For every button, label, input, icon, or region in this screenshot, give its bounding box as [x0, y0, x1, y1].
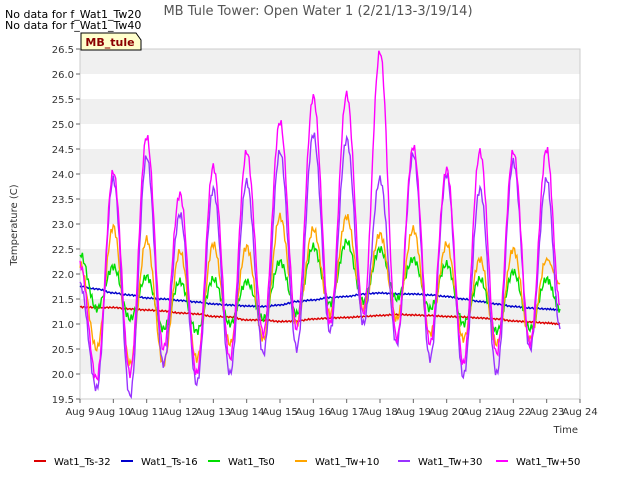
y-tick-label: 19.5 [52, 395, 74, 406]
x-tick-label: Aug 12 [162, 407, 197, 418]
y-tick-label: 21.5 [52, 295, 74, 306]
grid-band [80, 74, 580, 99]
grid-band [80, 374, 580, 399]
badge-shape [80, 32, 142, 51]
badge-label: MB_tule [85, 36, 134, 49]
no-data-note-1: No data for f_Wat1_Tw20 [5, 8, 142, 21]
y-tick-label: 20.0 [52, 370, 74, 381]
y-tick-label: 26.5 [52, 45, 74, 56]
x-tick-label: Aug 18 [362, 407, 397, 418]
grid-band [80, 99, 580, 124]
legend-label: Wat1_Ts-16 [141, 457, 198, 468]
x-tick-label: Aug 22 [496, 407, 531, 418]
series-line-wat1-ts-32 [79, 305, 561, 326]
x-tick-label: Aug 15 [262, 407, 297, 418]
grid-band [80, 174, 580, 199]
x-tick-label: Aug 23 [529, 407, 564, 418]
x-tick-label: Aug 20 [429, 407, 464, 418]
station-badge: MB_tule [80, 32, 142, 51]
legend: Wat1_Ts-32 Wat1_Ts-16 Wat1_Ts0 Wat1_Tw+10 Wa… [34, 457, 580, 468]
y-tick-label: 24.0 [52, 170, 74, 181]
chart-title: MB Tule Tower: Open Water 1 (2/21/13-3/1… [163, 4, 472, 19]
no-data-note-2: No data for f_Wat1_Tw40 [5, 19, 142, 32]
x-tick-label: Aug 13 [196, 407, 231, 418]
y-tick-label: 24.5 [52, 145, 74, 156]
grid-band [80, 249, 580, 274]
y-tick-label: 25.5 [52, 95, 74, 106]
y-tick-label: 21.0 [52, 320, 74, 331]
x-tick-label: Aug 10 [96, 407, 131, 418]
y-tick-label: 26.0 [52, 70, 74, 81]
x-axis-label: Time [553, 425, 578, 436]
grid-band [80, 274, 580, 299]
series-line-wat1-tw-30 [79, 132, 561, 400]
x-tick-label: Aug 9 [65, 407, 94, 418]
legend-label: Wat1_Tw+30 [418, 457, 482, 468]
legend-label: Wat1_Ts-32 [54, 457, 111, 468]
legend-label: Wat1_Ts0 [228, 457, 275, 468]
grid-band [80, 149, 580, 174]
grid-band [80, 224, 580, 249]
y-tick-label: 25.0 [52, 120, 74, 131]
grid-band [80, 49, 580, 74]
y-tick-label: 20.5 [52, 345, 74, 356]
grid-band [80, 349, 580, 374]
grid-band [80, 124, 580, 149]
y-tick-label: 23.0 [52, 220, 74, 231]
x-tick-label: Aug 19 [396, 407, 431, 418]
grid-band [80, 324, 580, 349]
y-axis-label: Temperature (C) [9, 184, 20, 266]
y-tick-label: 22.5 [52, 245, 74, 256]
y-axis: 19.5 20.0 20.5 21.0 21.5 22.0 22.5 23.0 23.5 24.0… [52, 45, 80, 406]
series-line-wat1-tw-10 [79, 212, 561, 367]
series-line-wat1-ts0 [79, 238, 561, 336]
grid-band [80, 199, 580, 224]
series-line-wat1-ts-16 [79, 285, 561, 312]
x-tick-label: Aug 21 [462, 407, 497, 418]
x-tick-label: Aug 16 [296, 407, 331, 418]
legend-label: Wat1_Tw+50 [516, 457, 580, 468]
series-line-wat1-tw-50 [79, 50, 561, 382]
series-layer [79, 50, 561, 400]
y-tick-label: 23.5 [52, 195, 74, 206]
x-tick-label: Aug 24 [562, 407, 597, 418]
x-tick-label: Aug 14 [229, 407, 264, 418]
x-tick-label: Aug 11 [129, 407, 164, 418]
x-tick-label: Aug 17 [329, 407, 364, 418]
y-tick-label: 22.0 [52, 270, 74, 281]
grid-bands [80, 49, 580, 399]
legend-label: Wat1_Tw+10 [315, 457, 379, 468]
